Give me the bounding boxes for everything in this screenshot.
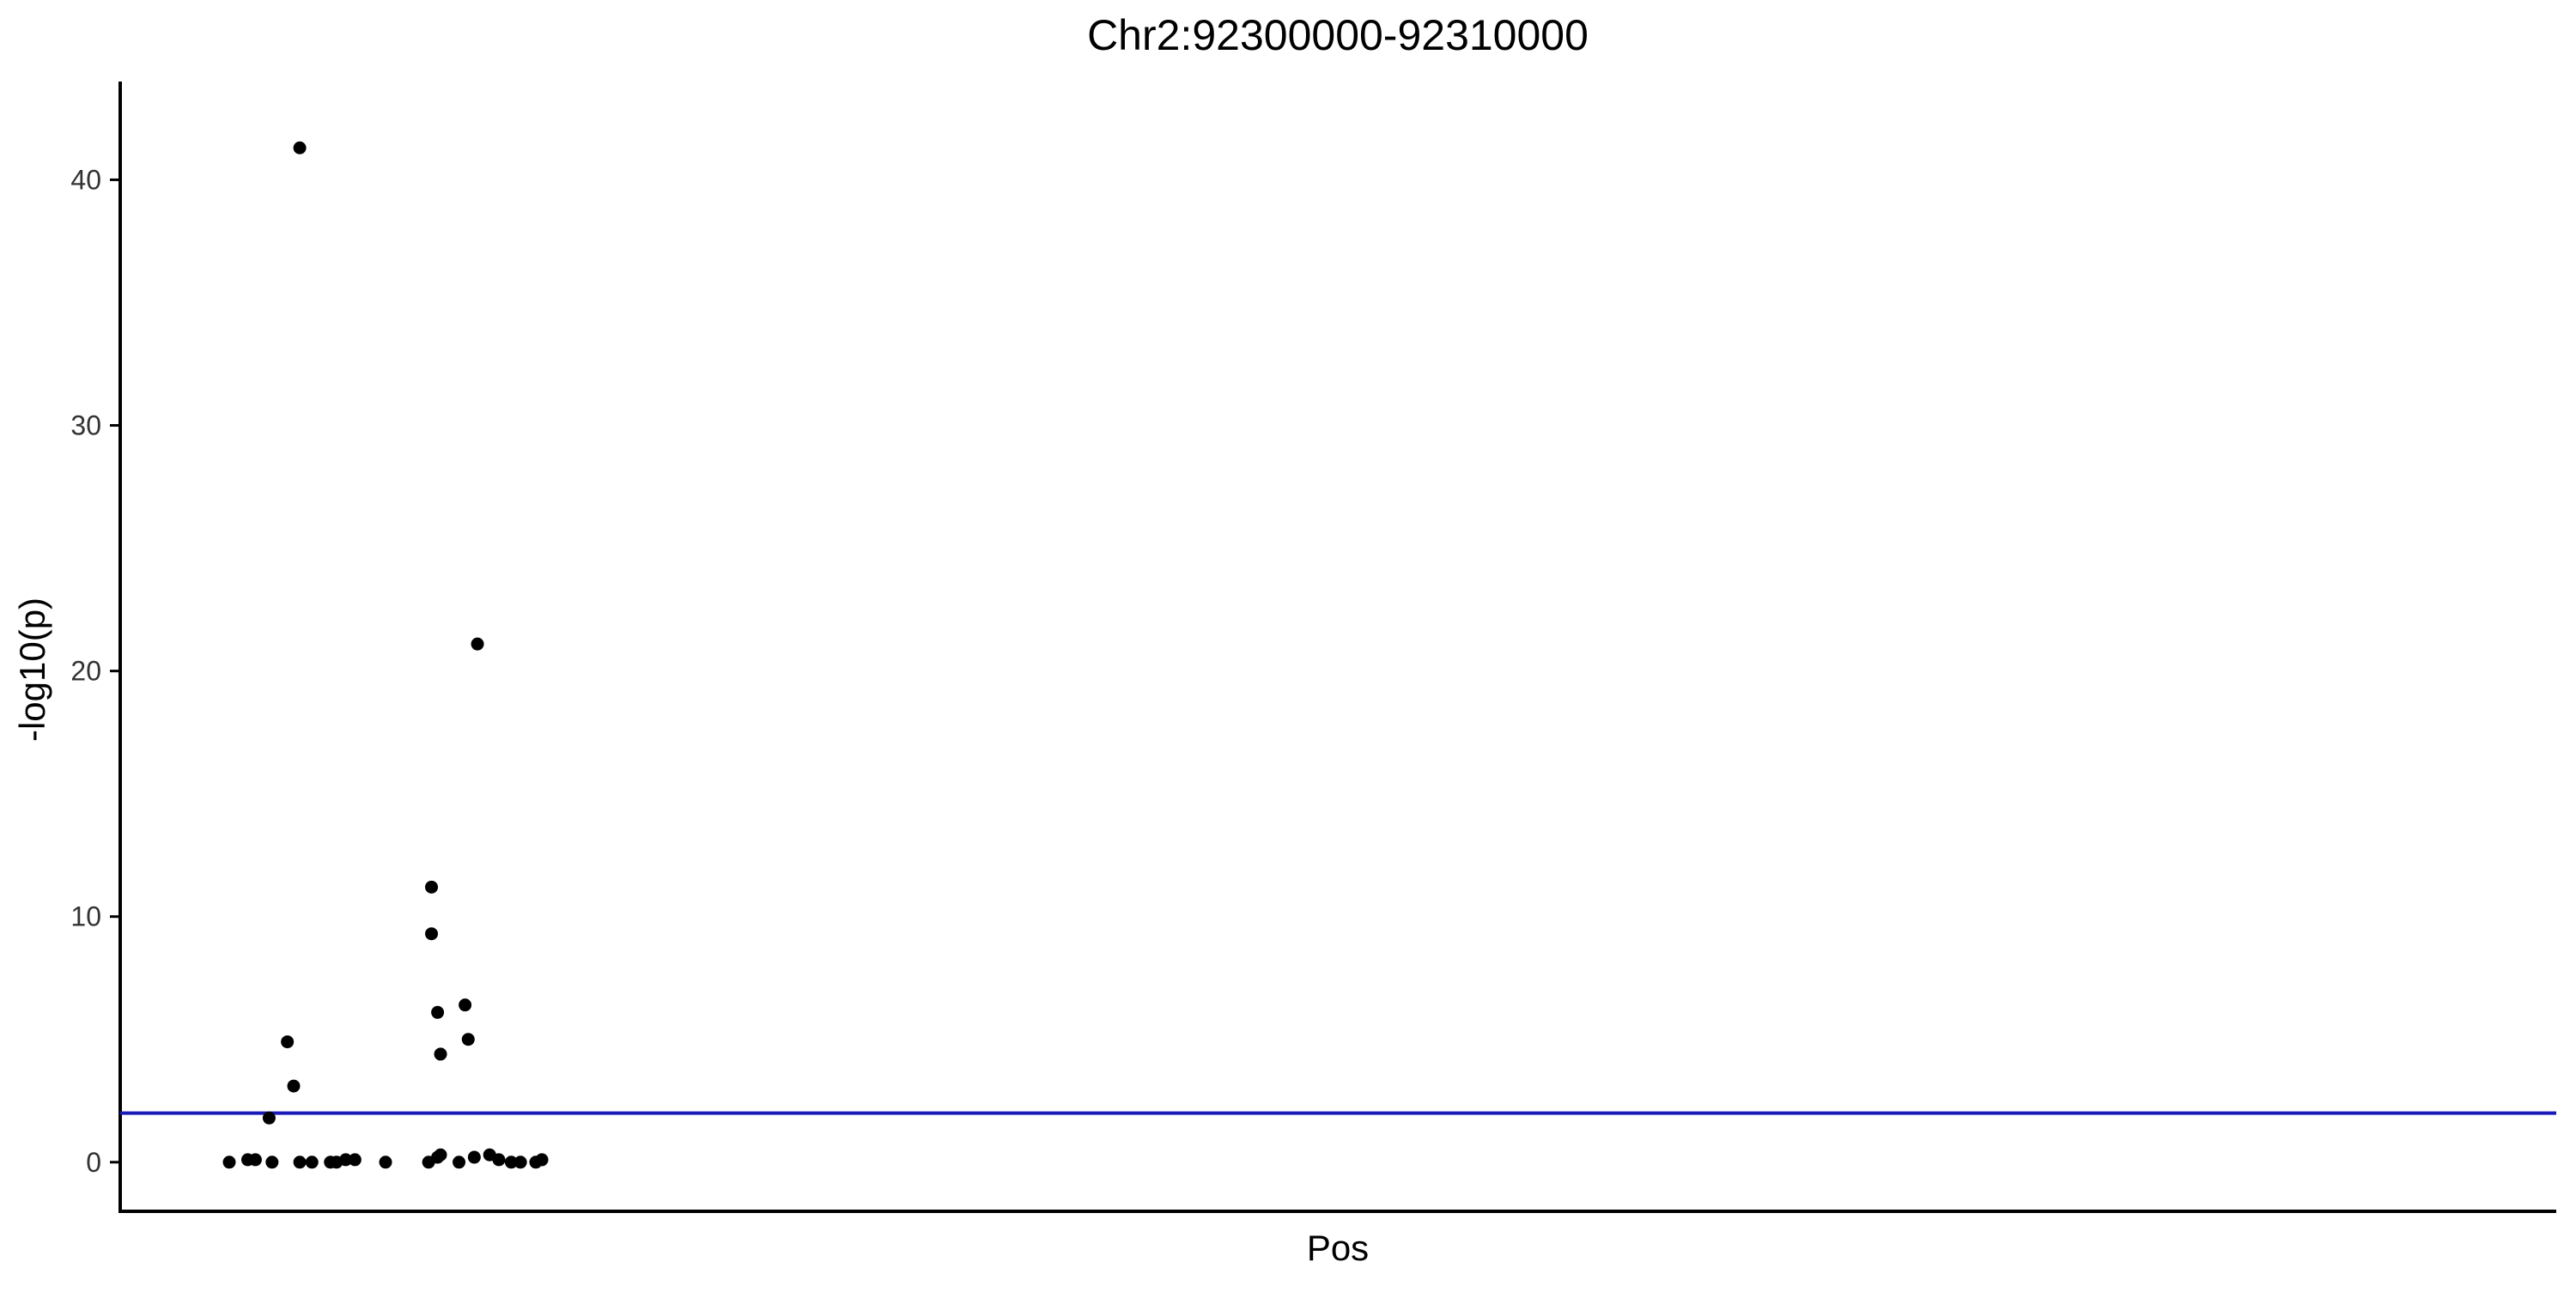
x-axis-label: Pos <box>1307 1228 1369 1268</box>
data-point <box>513 1156 527 1169</box>
y-tick-label: 0 <box>86 1147 101 1178</box>
data-point <box>293 141 307 155</box>
data-point <box>459 998 472 1012</box>
data-point <box>504 1156 518 1169</box>
y-axis-label: -log10(p) <box>12 597 52 742</box>
y-tick-label: 40 <box>70 164 101 195</box>
data-point <box>471 637 484 651</box>
data-point <box>287 1079 301 1093</box>
chart-title: Chr2:92300000-92310000 <box>1087 11 1589 59</box>
y-tick-label: 20 <box>70 656 101 687</box>
data-point <box>248 1153 262 1167</box>
y-ticks: 0 10 20 30 40 <box>70 164 120 1178</box>
data-point <box>379 1156 392 1169</box>
data-point <box>281 1035 295 1049</box>
y-tick-label: 30 <box>70 410 101 441</box>
data-point <box>453 1156 466 1169</box>
data-point <box>535 1153 549 1167</box>
data-point <box>431 1005 445 1019</box>
data-point <box>467 1150 481 1164</box>
y-tick-label: 10 <box>70 901 101 932</box>
data-point <box>262 1111 276 1125</box>
data-point <box>305 1156 319 1169</box>
data-points <box>222 141 549 1169</box>
data-point <box>293 1156 307 1169</box>
data-point <box>461 1033 475 1046</box>
data-point <box>434 1148 447 1162</box>
data-point <box>348 1153 361 1167</box>
data-point <box>425 927 439 941</box>
data-point <box>425 880 439 894</box>
data-point <box>434 1047 447 1061</box>
data-point <box>265 1156 279 1169</box>
data-point <box>339 1153 353 1167</box>
data-point <box>492 1153 506 1167</box>
data-point <box>222 1156 236 1169</box>
